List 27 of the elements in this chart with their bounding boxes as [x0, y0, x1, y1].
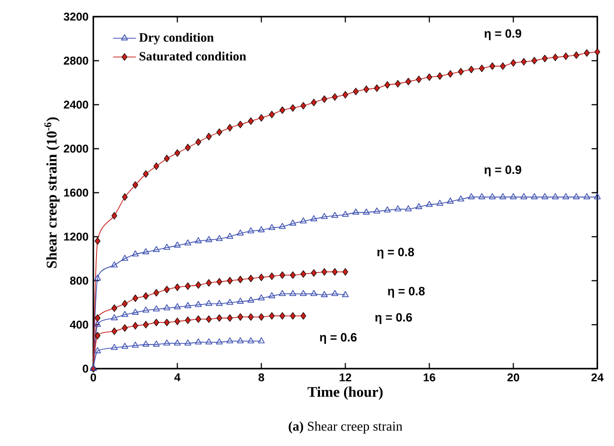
y-tick-label: 1200: [64, 232, 88, 241]
annotation: η = 0.8: [377, 248, 414, 259]
x-tick-label: 20: [507, 373, 520, 382]
annotation: η = 0.9: [484, 29, 522, 40]
x-tick-label: 8: [258, 373, 264, 382]
y-axis-title: Shear creep strain (10$^{-6}$): [44, 117, 60, 268]
y-tick-label: 800: [70, 276, 88, 285]
y-tick-label: 2000: [64, 144, 88, 153]
y-tick-label: 3200: [64, 12, 88, 21]
y-tick-label: 2400: [64, 100, 88, 109]
annotation: η = 0.9: [484, 165, 522, 176]
annotation: η = 0.6: [375, 313, 412, 324]
annotation: η = 0.6: [320, 333, 357, 344]
y-tick-label: 0: [82, 364, 88, 373]
y-tick-label: 400: [70, 320, 88, 329]
x-tick-label: 12: [340, 373, 352, 382]
legend-label: Dry condition: [139, 32, 214, 44]
y-tick-label: 2800: [64, 56, 88, 65]
x-tick-label: 16: [424, 373, 436, 382]
x-tick-label: 0: [90, 373, 96, 382]
x-tick-label: 24: [591, 373, 604, 382]
legend-label: Saturated condition: [140, 52, 246, 61]
x-tick-label: 4: [174, 373, 180, 382]
x-axis-title: Time (hour): [308, 386, 383, 400]
annotation: η = 0.8: [388, 286, 425, 298]
text: (a) Shear creep strain: [288, 421, 402, 434]
y-tick-label: 1600: [64, 188, 88, 197]
